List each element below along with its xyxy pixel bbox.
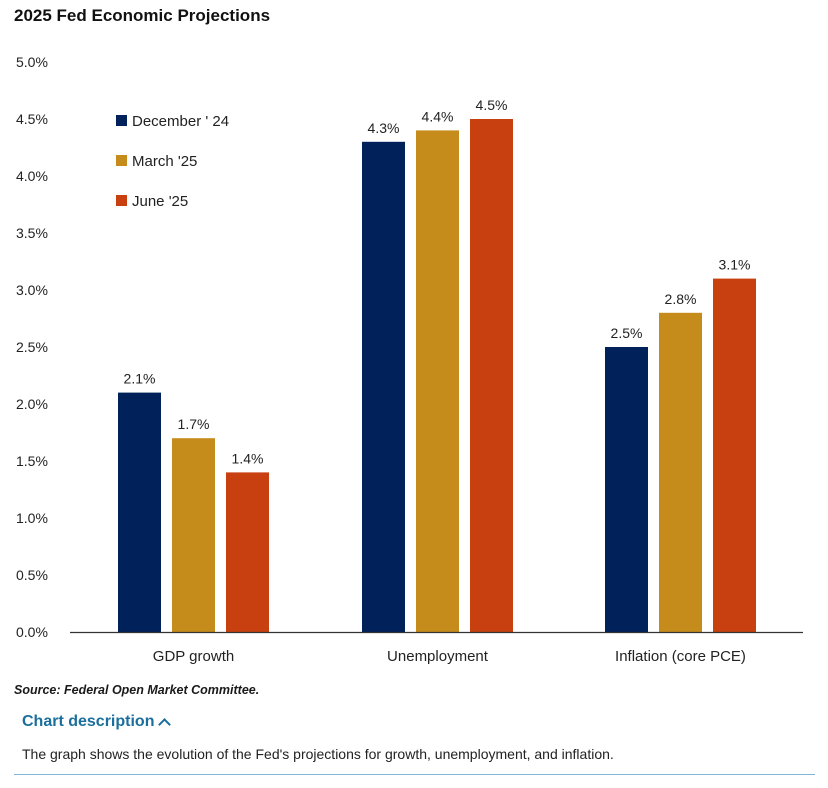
bar (659, 312, 702, 632)
data-label: 2.8% (665, 291, 697, 307)
legend-label: December ' 24 (132, 113, 229, 130)
y-tick-label: 4.0% (16, 168, 48, 184)
divider (14, 774, 815, 775)
y-tick-label: 2.0% (16, 396, 48, 412)
data-label: 4.3% (368, 120, 400, 136)
y-tick-label: 0.0% (16, 624, 48, 640)
chart-description-toggle[interactable]: Chart description (22, 713, 172, 731)
y-tick-label: 4.5% (16, 111, 48, 127)
category-label: GDP growth (153, 648, 234, 665)
y-tick-label: 2.5% (16, 339, 48, 355)
legend-label: June '25 (132, 193, 188, 210)
chart-description-label: Chart description (22, 713, 155, 730)
legend-swatch (116, 155, 127, 166)
data-label: 1.7% (178, 416, 210, 432)
y-tick-label: 1.5% (16, 453, 48, 469)
category-label: Unemployment (387, 648, 489, 665)
data-label: 1.4% (232, 450, 264, 466)
data-label: 3.1% (719, 257, 751, 273)
legend-label: March '25 (132, 153, 197, 170)
legend-swatch (116, 195, 127, 206)
y-tick-label: 3.5% (16, 225, 48, 241)
data-label: 4.5% (476, 97, 508, 113)
bar (172, 438, 215, 632)
category-label: Inflation (core PCE) (615, 648, 746, 665)
y-tick-label: 3.0% (16, 282, 48, 298)
bar (226, 472, 269, 632)
data-label: 4.4% (422, 108, 454, 124)
bar (713, 278, 756, 632)
bar (118, 392, 161, 632)
bar (605, 347, 648, 632)
bar (362, 141, 405, 633)
chart-description-text: The graph shows the evolution of the Fed… (22, 746, 614, 762)
source-note: Source: Federal Open Market Committee. (14, 683, 260, 697)
bar (470, 119, 513, 632)
y-tick-label: 0.5% (16, 567, 48, 583)
bar-chart: 0.0% 0.5% 1.0% 1.5% 2.0% 2.5% 3.0% 3.5% 4.0% 4.5%… (16, 54, 803, 665)
bar (416, 130, 459, 632)
y-tick-label: 1.0% (16, 510, 48, 526)
data-label: 2.1% (124, 371, 156, 387)
data-label: 2.5% (611, 325, 643, 341)
legend-swatch (116, 115, 127, 126)
chart-title: 2025 Fed Economic Projections (14, 6, 271, 25)
chevron-up-icon (158, 718, 172, 731)
y-tick-label: 5.0% (16, 54, 48, 70)
